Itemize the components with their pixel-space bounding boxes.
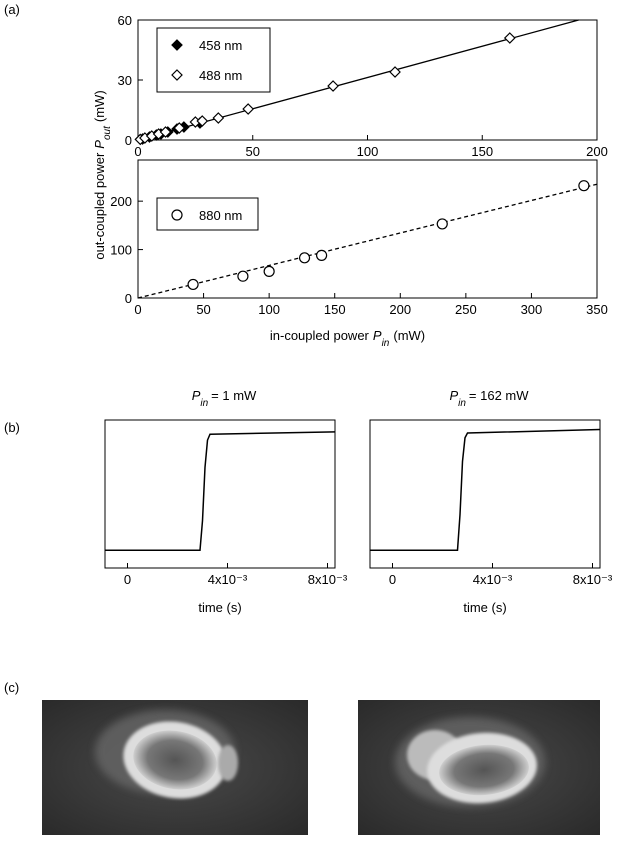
legend-marker — [171, 69, 183, 81]
data-point — [298, 252, 311, 264]
y-tick-label: 200 — [110, 194, 132, 209]
x-axis-label-part: in-coupled power — [270, 328, 370, 343]
y-axis-label: out-coupled power Pout (mW) — [92, 90, 113, 259]
panel-label: (a) — [4, 2, 20, 17]
x-axis-label: in-coupled power Pin (mW) — [270, 328, 425, 349]
x-axis-label-part: in — [382, 338, 390, 349]
x-tick-label: 50 — [246, 144, 260, 159]
data-point — [196, 115, 209, 127]
x-tick-label: 350 — [586, 302, 608, 317]
fit-line — [137, 19, 579, 141]
x-tick-label: 8x10⁻³ — [573, 572, 613, 587]
y-axis-label-part: out-coupled power — [92, 152, 107, 260]
chart-title-part: in — [200, 398, 208, 409]
x-tick-label: 150 — [324, 302, 346, 317]
data-point — [212, 112, 225, 124]
chart-title: Pin = 162 mW — [449, 388, 529, 409]
x-tick-label: 0 — [389, 572, 396, 587]
chart-title-part: in — [458, 398, 466, 409]
data-point — [187, 278, 199, 291]
data-point — [503, 32, 516, 44]
y-tick-label: 60 — [118, 13, 132, 28]
trace — [370, 428, 601, 551]
fit-line — [137, 183, 598, 299]
data-point — [237, 270, 249, 282]
data-point — [159, 126, 172, 138]
plot-frame — [104, 419, 336, 569]
x-tick-label: 100 — [357, 144, 379, 159]
x-tick-label: 200 — [586, 144, 608, 159]
x-tick-label: 250 — [455, 302, 477, 317]
data-point — [327, 80, 339, 92]
chart-title-part: = 162 mW — [469, 388, 529, 403]
plot-frame — [369, 419, 601, 569]
legend-box — [156, 27, 271, 93]
panel-label: (c) — [4, 680, 19, 695]
x-tick-label: 4x10⁻³ — [473, 572, 513, 587]
plot-frame — [137, 159, 598, 299]
chart-title-part: P — [449, 388, 458, 403]
data-point — [242, 103, 255, 115]
data-point — [316, 249, 328, 261]
x-tick-label: 4x10⁻³ — [208, 572, 248, 587]
chart-title: Pin = 1 mW — [192, 388, 257, 409]
data-point — [436, 218, 448, 230]
y-tick-label: 0 — [125, 291, 132, 306]
legend-label: 880 nm — [199, 208, 242, 223]
y-axis-label-part: (mW) — [92, 90, 107, 122]
y-tick-label: 30 — [118, 73, 132, 88]
x-axis-label: time (s) — [463, 600, 506, 615]
y-axis-label-part: out — [102, 125, 113, 140]
y-axis-label-part: P — [92, 140, 107, 149]
x-tick-label: 100 — [258, 302, 280, 317]
legend-label: 488 nm — [199, 68, 242, 83]
beam-image — [358, 700, 600, 835]
chart-title-part: = 1 mW — [211, 388, 257, 403]
legend-marker — [171, 209, 183, 221]
x-tick-label: 0 — [124, 572, 131, 587]
y-tick-label: 100 — [110, 243, 132, 258]
beam-image — [42, 700, 308, 835]
chart-title-part: P — [192, 388, 201, 403]
x-tick-label: 0 — [134, 144, 141, 159]
data-point — [578, 180, 590, 192]
data-point — [173, 122, 186, 134]
x-axis-label-part: P — [373, 328, 382, 343]
legend-label: 458 nm — [199, 38, 242, 53]
x-tick-label: 0 — [134, 302, 141, 317]
legend-marker — [171, 39, 183, 51]
x-tick-label: 300 — [521, 302, 543, 317]
data-point — [263, 265, 275, 277]
x-tick-label: 150 — [471, 144, 493, 159]
data-point — [389, 66, 401, 78]
x-axis-label-part: (mW) — [393, 328, 425, 343]
x-tick-label: 200 — [389, 302, 411, 317]
trace — [105, 431, 336, 551]
panel-label: (b) — [4, 420, 20, 435]
y-tick-label: 0 — [125, 133, 132, 148]
x-tick-label: 8x10⁻³ — [308, 572, 348, 587]
x-axis-label: time (s) — [198, 600, 241, 615]
x-tick-label: 50 — [196, 302, 210, 317]
